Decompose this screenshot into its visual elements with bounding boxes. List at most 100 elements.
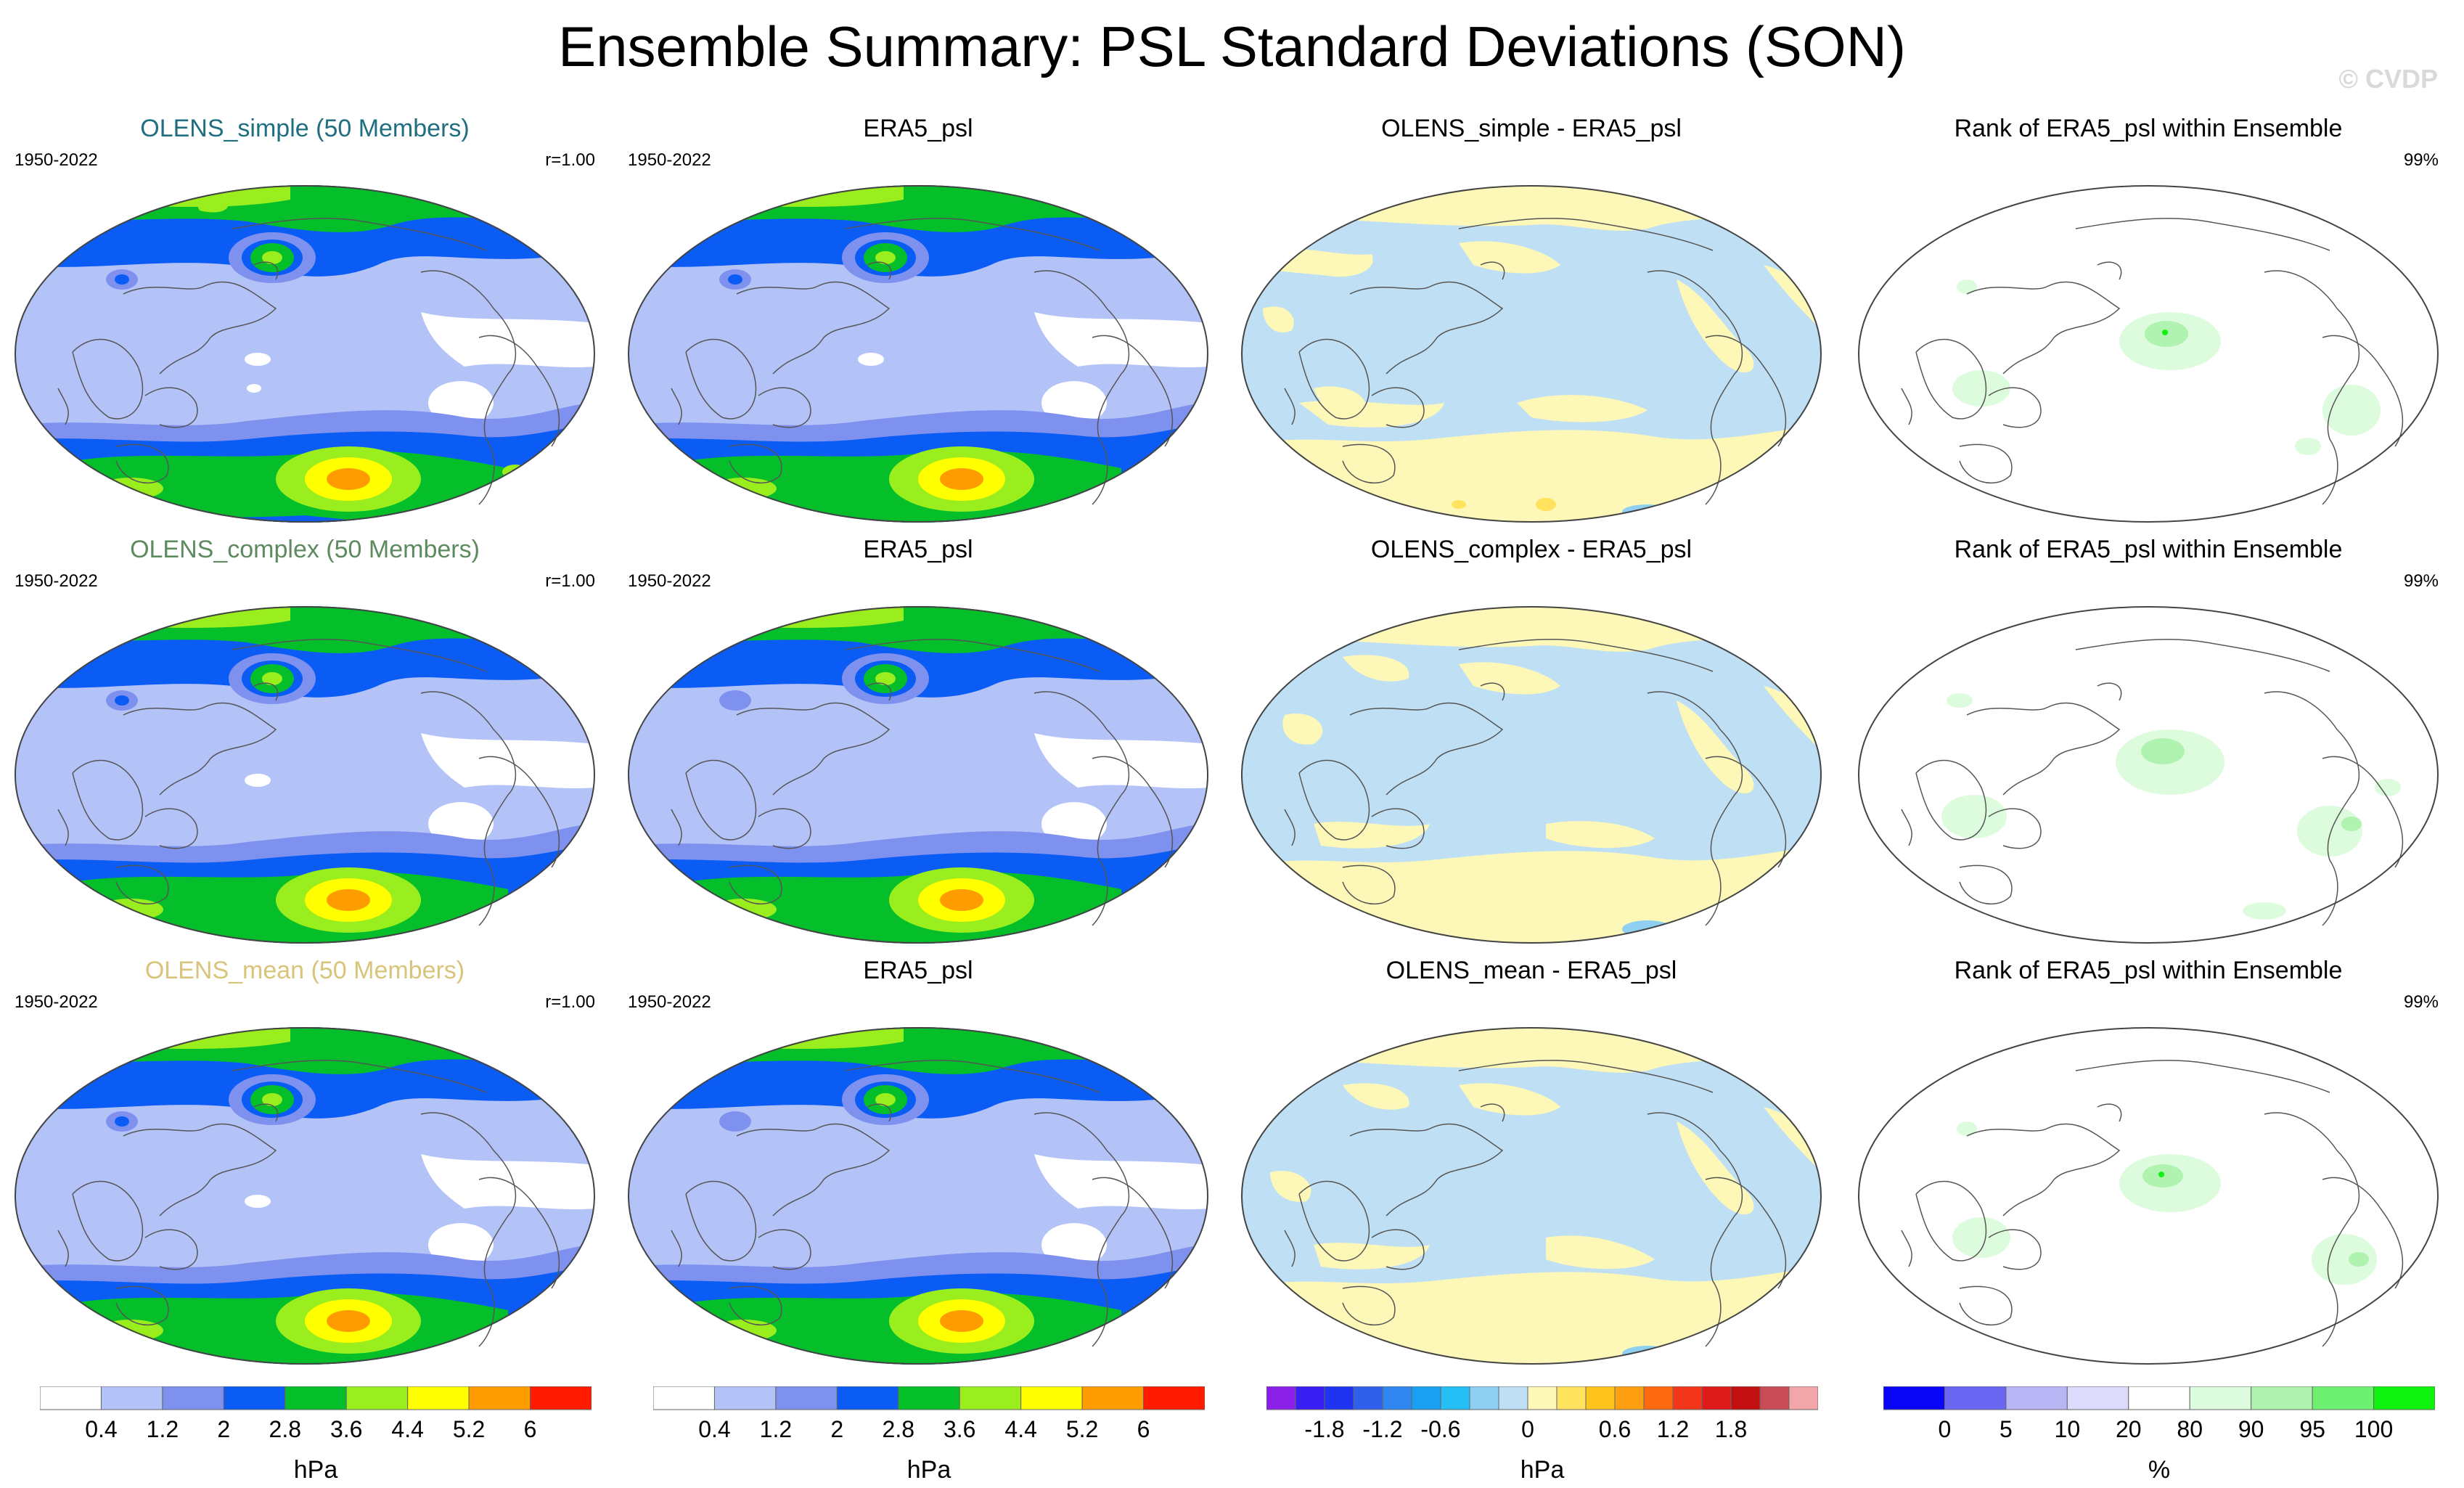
colorbar-swatch xyxy=(1788,1386,1818,1410)
colorbar-tick-label: 5.2 xyxy=(453,1416,485,1442)
diff-map xyxy=(1241,1027,1822,1365)
colorbar-std-1: 0.4 1.2 2 2.8 3.6 4.4 5.2 6 hPa xyxy=(40,1386,592,1488)
colorbar-svg: 0 5 10 20 80 90 95 100 xyxy=(1883,1386,2435,1442)
colorbar-tick-label: 1.8 xyxy=(1715,1416,1747,1442)
colorbar-tick-label: 100 xyxy=(2354,1416,2393,1442)
colorbar-tick-label: 2.8 xyxy=(269,1416,301,1442)
panel-title: Rank of ERA5_psl within Ensemble xyxy=(1954,957,2343,984)
panel-title: OLENS_mean - ERA5_psl xyxy=(1386,957,1677,984)
colorbar-tick-label: 6 xyxy=(524,1416,537,1442)
colorbar-swatch xyxy=(1266,1386,1296,1410)
colorbar-swatch xyxy=(407,1386,470,1410)
diff-map xyxy=(1241,606,1822,944)
colorbar-tick-label: 1.2 xyxy=(147,1416,179,1442)
rank-map xyxy=(1858,1027,2439,1365)
panel-obs-row2: ERA5_psl 1950-2022 xyxy=(613,534,1223,954)
colorbar-swatch xyxy=(1883,1386,1945,1410)
panel-title: Rank of ERA5_psl within Ensemble xyxy=(1954,536,2343,563)
colorbar-tick-label: -0.6 xyxy=(1420,1416,1460,1442)
colorbar-tick-label: 1.2 xyxy=(1657,1416,1689,1442)
colorbar-tick-label: 20 xyxy=(2116,1416,2142,1442)
colorbar-tick-label: 95 xyxy=(2299,1416,2325,1442)
colorbar-swatch xyxy=(1353,1386,1383,1410)
colorbar-tick-label: 4.4 xyxy=(391,1416,423,1442)
panel-model-row2: OLENS_complex (50 Members) 1950-2022 r=1… xyxy=(0,534,610,954)
colorbar-swatch xyxy=(1730,1386,1761,1410)
percent-label: 99% xyxy=(2403,571,2439,591)
years-label: 1950-2022 xyxy=(15,992,98,1012)
std-map xyxy=(628,1027,1208,1365)
panel-obs-row3: ERA5_psl 1950-2022 xyxy=(613,954,1223,1375)
correlation-label: r=1.00 xyxy=(545,992,595,1012)
panel-title: ERA5_psl xyxy=(863,115,973,142)
colorbar-tick-label: 3.6 xyxy=(944,1416,975,1442)
panel-rank-row2: Rank of ERA5_psl within Ensemble 99% xyxy=(1843,534,2453,954)
colorbar-tick-label: 2 xyxy=(830,1416,843,1442)
colorbar-unit: hPa xyxy=(1520,1456,1565,1484)
panel-title: OLENS_complex - ERA5_psl xyxy=(1370,536,1693,563)
colorbar-diff: -1.8 -1.2 -0.6 0 0.6 1.2 1.8 hPa xyxy=(1266,1386,1818,1488)
colorbar-swatch xyxy=(2005,1386,2068,1410)
colorbar-svg: 0.4 1.2 2 2.8 3.6 4.4 5.2 6 xyxy=(40,1386,592,1442)
colorbar-unit: hPa xyxy=(906,1456,951,1484)
colorbar-swatch xyxy=(2251,1386,2313,1410)
colorbar-tick-label: 0.6 xyxy=(1599,1416,1631,1442)
colorbar-swatch xyxy=(223,1386,286,1410)
colorbar-rank: 0 5 10 20 80 90 95 100 % xyxy=(1883,1386,2435,1488)
colorbar-swatch xyxy=(1672,1386,1703,1410)
percent-label: 99% xyxy=(2403,150,2439,170)
panel-diff-row1: OLENS_simple - ERA5_psl xyxy=(1227,113,1836,534)
colorbar-tick-label: 5 xyxy=(2000,1416,2013,1442)
colorbar-unit: hPa xyxy=(293,1456,338,1484)
colorbar-tick-label: 0 xyxy=(1521,1416,1534,1442)
colorbar-swatch xyxy=(530,1386,592,1410)
panel-rank-row3: Rank of ERA5_psl within Ensemble 99% xyxy=(1843,954,2453,1375)
colorbar-tick-label: 2.8 xyxy=(883,1416,914,1442)
years-label: 1950-2022 xyxy=(628,150,711,170)
colorbar-tick-label: 2 xyxy=(217,1416,230,1442)
colorbar-swatch xyxy=(1324,1386,1354,1410)
colorbar-swatch xyxy=(1081,1386,1145,1410)
panel-diff-row3: OLENS_mean - ERA5_psl xyxy=(1227,954,1836,1375)
colorbar-swatch xyxy=(1411,1386,1441,1410)
colorbar-tick-label: 3.6 xyxy=(330,1416,362,1442)
colorbar-tick-label: -1.2 xyxy=(1362,1416,1402,1442)
colorbar-swatch xyxy=(1944,1386,2007,1410)
std-map xyxy=(15,1027,595,1365)
std-map xyxy=(628,185,1208,523)
colorbar-swatch xyxy=(1440,1386,1470,1410)
colorbar-swatch xyxy=(1020,1386,1083,1410)
panel-title: OLENS_complex (50 Members) xyxy=(130,536,480,563)
colorbar-tick-label: 0.4 xyxy=(85,1416,117,1442)
colorbar-svg: -1.8 -1.2 -0.6 0 0.6 1.2 1.8 xyxy=(1266,1386,1818,1442)
colorbar-swatch xyxy=(2189,1386,2252,1410)
colorbar-swatch xyxy=(1143,1386,1205,1410)
panel-obs-row1: ERA5_psl 1950-2022 xyxy=(613,113,1223,534)
colorbar-swatch xyxy=(1556,1386,1587,1410)
years-label: 1950-2022 xyxy=(15,571,98,591)
std-map xyxy=(15,606,595,944)
colorbar-swatch xyxy=(836,1386,899,1410)
colorbar-tick-label: 80 xyxy=(2177,1416,2203,1442)
colorbar-swatch xyxy=(40,1386,102,1410)
panel-title: ERA5_psl xyxy=(863,957,973,984)
colorbar-swatch xyxy=(1295,1386,1325,1410)
panel-model-row1: OLENS_simple (50 Members) 1950-2022 r=1.… xyxy=(0,113,610,534)
colorbar-swatch xyxy=(713,1386,777,1410)
correlation-label: r=1.00 xyxy=(545,571,595,591)
years-label: 1950-2022 xyxy=(628,571,711,591)
years-label: 1950-2022 xyxy=(628,992,711,1012)
colorbar-tick-label: 5.2 xyxy=(1066,1416,1098,1442)
colorbar-swatch xyxy=(2128,1386,2190,1410)
cvdp-watermark: © CVDP xyxy=(2338,64,2438,94)
colorbar-swatch xyxy=(653,1386,715,1410)
panel-model-row3: OLENS_mean (50 Members) 1950-2022 r=1.00 xyxy=(0,954,610,1375)
figure-title: Ensemble Summary: PSL Standard Deviation… xyxy=(558,15,1906,78)
colorbar-std-2: 0.4 1.2 2 2.8 3.6 4.4 5.2 6 hPa xyxy=(653,1386,1205,1488)
colorbar-swatch xyxy=(162,1386,224,1410)
colorbar-swatch xyxy=(1382,1386,1412,1410)
colorbar-swatch xyxy=(2312,1386,2375,1410)
colorbar-swatch xyxy=(1759,1386,1790,1410)
colorbar-swatch xyxy=(2066,1386,2129,1410)
diff-map xyxy=(1241,185,1822,523)
